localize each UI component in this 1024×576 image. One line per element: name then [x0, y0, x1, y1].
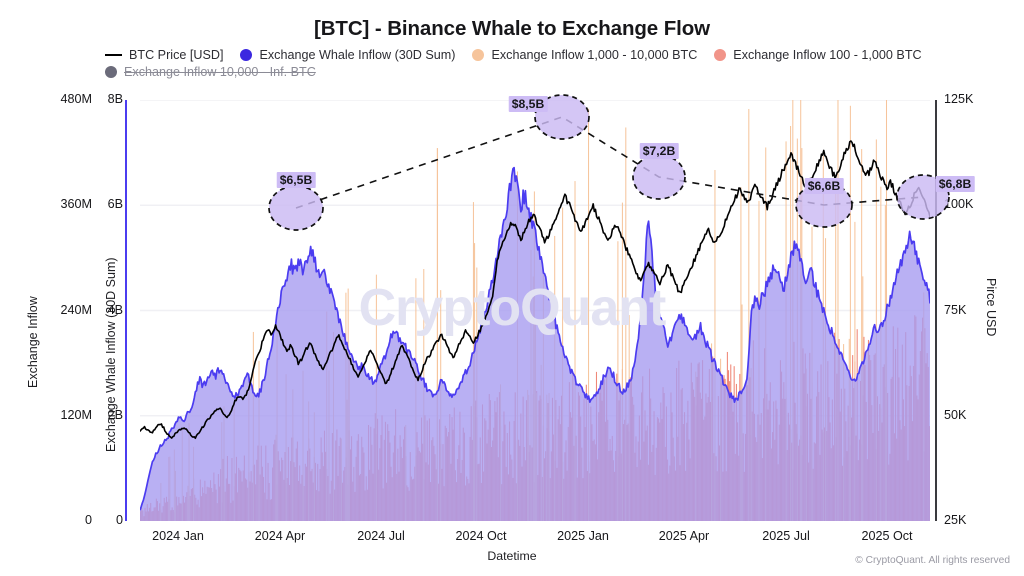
y-tick-right-2: 75K [944, 302, 967, 317]
legend-item-1[interactable]: Exchange Whale Inflow (30D Sum) [240, 48, 455, 62]
y-axis-inner-left-title: Exchange Whale Inflow (30D Sum) [104, 257, 118, 452]
right-axis-spine [935, 100, 937, 521]
annotation-label-3: $6,6B [804, 178, 844, 194]
y-tick-inner-0: 8B [107, 92, 123, 106]
y-tick-outer-0: 480M [60, 92, 92, 106]
y-tick-right-4: 25K [944, 513, 967, 527]
y-tick-outer-3: 120M [60, 407, 92, 422]
legend-item-label: Exchange Inflow 100 - 1,000 BTC [733, 48, 922, 62]
annotation-label-4: $6,8B [935, 176, 975, 192]
x-tick-7: 2025 Oct [861, 529, 913, 543]
y-tick-outer-1: 360M [60, 197, 92, 212]
x-tick-4: 2025 Jan [557, 529, 609, 543]
whale-inflow-area [140, 166, 930, 521]
y-tick-inner-3: 2B [107, 407, 123, 422]
y-tick-right-1: 100K [944, 197, 974, 212]
y-tick-outer-4: 0 [84, 513, 92, 527]
x-tick-3: 2024 Oct [455, 529, 507, 543]
plot-area[interactable] [140, 100, 930, 521]
x-axis-title: Datetime [487, 549, 537, 563]
x-tick-5: 2025 Apr [658, 529, 710, 543]
legend-item-2[interactable]: Exchange Inflow 1,000 - 10,000 BTC [472, 48, 697, 62]
annotation-label-2: $7,2B [639, 143, 679, 159]
x-tick-6: 2025 Jul [762, 529, 810, 543]
y-tick-right-0: 125K [944, 92, 974, 106]
legend-item-3[interactable]: Exchange Inflow 100 - 1,000 BTC [714, 48, 922, 62]
secondary-axis-spine [125, 100, 127, 521]
legend-dot-icon [714, 49, 727, 61]
legend-item-label: Exchange Whale Inflow (30D Sum) [259, 48, 456, 62]
annotation-label-1: $8,5B [508, 96, 548, 112]
y-tick-inner-1: 6B [107, 197, 123, 212]
page-title: [BTC] - Binance Whale to Exchange Flow [314, 17, 710, 40]
y-tick-inner-4: 0 [115, 513, 123, 527]
footer-credit: © CryptoQuant. All rights reserved [855, 555, 1010, 566]
annotation-label-0: $6,5B [276, 172, 316, 188]
legend-dot-icon [105, 66, 117, 78]
chart-legend[interactable]: BTC Price [USD] Exchange Whale Inflow (30… [105, 48, 935, 79]
x-tick-1: 2024 Apr [254, 529, 306, 543]
legend-item-label: BTC Price [USD] [129, 48, 224, 62]
plot-svg [140, 100, 930, 521]
y-tick-right-3: 50K [944, 407, 967, 422]
legend-dot-icon [472, 49, 485, 61]
y-tick-inner-2: 4B [107, 302, 123, 317]
x-tick-0: 2024 Jan [152, 529, 204, 543]
legend-item-label: Exchange Inflow 10,000 - Inf. BTC [124, 65, 316, 79]
legend-item-0[interactable]: BTC Price [USD] [105, 48, 223, 62]
y-tick-outer-2: 240M [60, 302, 92, 317]
legend-item-label: Exchange Inflow 1,000 - 10,000 BTC [491, 48, 698, 62]
x-tick-2: 2024 Jul [357, 529, 405, 543]
legend-dot-icon [240, 49, 253, 61]
legend-line-icon [105, 54, 122, 56]
legend-item-4[interactable]: Exchange Inflow 10,000 - Inf. BTC [105, 65, 316, 79]
